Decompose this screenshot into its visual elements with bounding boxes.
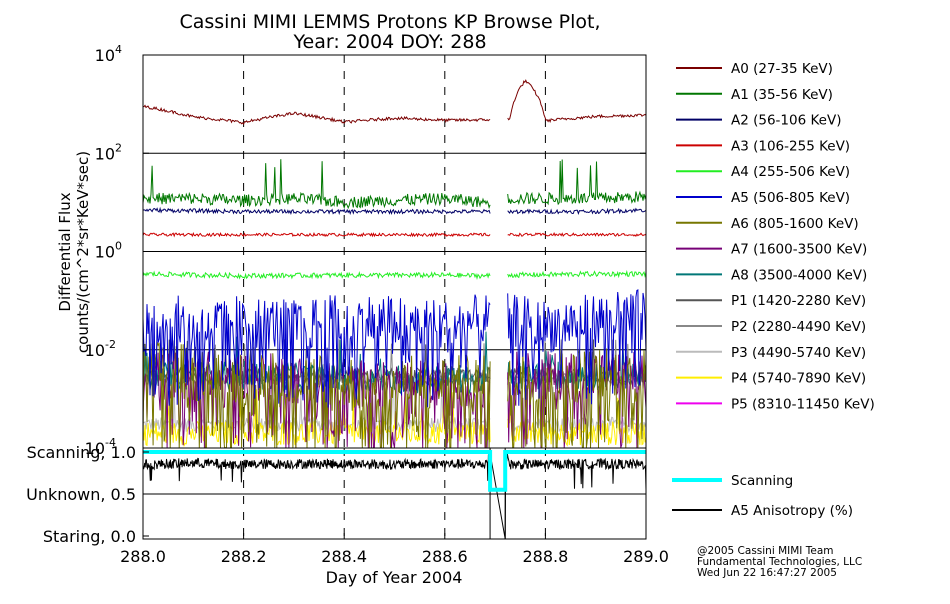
flux-y-tick-label: 104	[95, 43, 122, 65]
legend-label: A5 (506-805 KeV)	[731, 190, 850, 206]
flux-y-tick-label: 10-2	[85, 338, 116, 360]
footer-line1: @2005 Cassini MIMI Team	[697, 545, 834, 557]
x-tick-label: 288.2	[221, 547, 267, 566]
legend-label: P3 (4490-5740 KeV)	[731, 345, 866, 361]
legend-label: P1 (1420-2280 KeV)	[731, 293, 866, 309]
x-tick-label: 288.6	[422, 547, 468, 566]
flux-y-tick-label: 102	[95, 141, 122, 163]
flux-series-line	[142, 231, 491, 238]
flux-y-tick-label: 100	[95, 240, 122, 262]
legend-label: A6 (805-1600 KeV)	[731, 216, 859, 232]
x-tick-label: 288.4	[321, 547, 367, 566]
legend-label: Scanning	[731, 473, 793, 489]
title-line1: Cassini MIMI LEMMS Protons KP Browse Plo…	[179, 11, 600, 33]
flux-y-tick-label: 10-4	[85, 436, 116, 458]
flux-series-line	[142, 104, 491, 126]
scanning-series-line	[143, 450, 646, 492]
scan-y-tick-label: Staring, 0.0	[43, 527, 136, 546]
flux-y-axis-label: Differential Flux	[56, 192, 74, 311]
legend-label: P2 (2280-4490 KeV)	[731, 319, 866, 335]
scan-panel-y-ticks: Scanning, 1.0 Unknown, 0.5 Staring, 0.0	[26, 443, 149, 546]
legend-label: A2 (56-106 KeV)	[731, 113, 841, 129]
legend-label: A0 (27-35 KeV)	[731, 61, 833, 77]
flux-series-line	[507, 289, 647, 406]
scan-panel-grid	[143, 448, 646, 539]
legend-label: P5 (8310-11450 KeV)	[731, 396, 875, 412]
flux-panel-y-ticks: 10-4 10-2 100 102 104	[85, 43, 646, 458]
flux-y-axis-units: counts/(cm^2*sr*KeV*sec)	[74, 151, 92, 353]
scan-legend: Scanning A5 Anisotropy (%)	[672, 473, 853, 519]
scan-y-tick-label: Unknown, 0.5	[26, 485, 136, 504]
legend-label: A1 (35-56 KeV)	[731, 87, 833, 103]
flux-series-line	[507, 269, 647, 279]
legend-label: P4 (5740-7890 KeV)	[731, 371, 866, 387]
flux-series-line	[142, 294, 491, 408]
flux-series-line	[142, 159, 491, 210]
legend-label: A5 Anisotropy (%)	[731, 503, 853, 519]
flux-series-line	[507, 159, 647, 206]
flux-series-line	[507, 232, 647, 237]
legend-label: A8 (3500-4000 KeV)	[731, 267, 867, 283]
x-axis-label: Day of Year 2004	[326, 568, 463, 587]
flux-series-line	[507, 348, 647, 449]
x-axis-ticks: 288.0 288.2 288.4 288.6 288.8 289.0	[120, 533, 669, 566]
anisotropy-series-line	[142, 449, 647, 539]
legend-label: A7 (1600-3500 KeV)	[731, 242, 867, 258]
flux-series-line	[142, 270, 491, 280]
flux-series-line	[507, 79, 647, 123]
title-line2: Year: 2004 DOY: 288	[292, 31, 486, 53]
scan-y-tick-label: Scanning, 1.0	[27, 443, 136, 462]
legend-label: A3 (106-255 KeV)	[731, 138, 850, 154]
flux-legend: A0 (27-35 KeV) A1 (35-56 KeV) A2 (56-106 K…	[676, 61, 875, 412]
x-tick-label: 288.0	[120, 547, 166, 566]
flux-panel-series	[142, 79, 647, 449]
footer-line3: Wed Jun 22 16:47:27 2005	[697, 567, 837, 579]
x-tick-label: 289.0	[623, 547, 669, 566]
scan-panel-series	[142, 448, 647, 539]
legend-label: A4 (255-506 KeV)	[731, 164, 850, 180]
flux-series-line	[507, 207, 647, 216]
footer-line2: Fundamental Technologies, LLC	[697, 556, 862, 568]
x-tick-label: 288.8	[522, 547, 568, 566]
flux-series-line	[142, 206, 491, 216]
